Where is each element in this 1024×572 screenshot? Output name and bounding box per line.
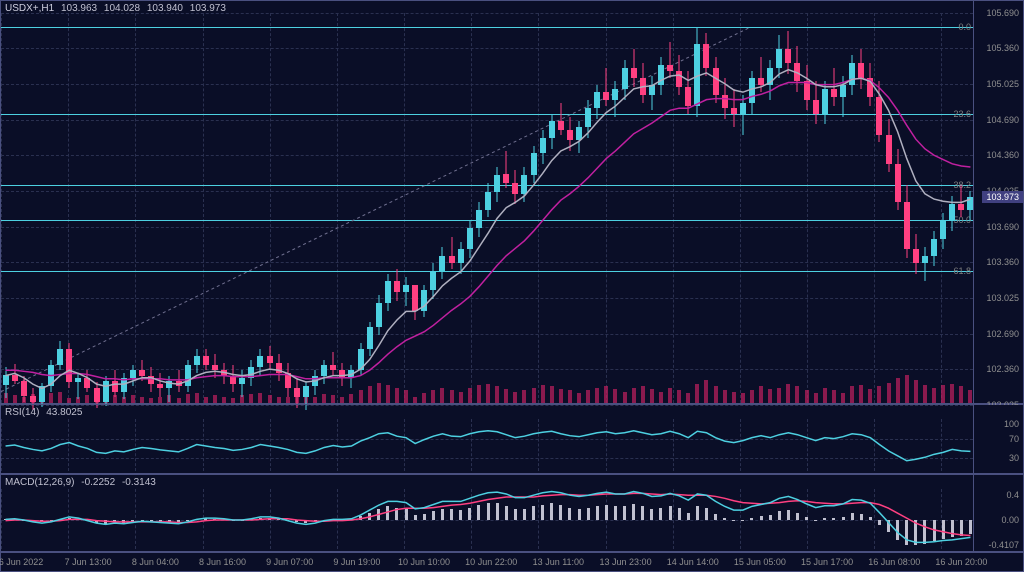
- title-bar: USDX+,H1 103.963 104.028 103.940 103.973: [5, 3, 226, 14]
- ohlc-high: 104.028: [104, 3, 140, 14]
- rsi-panel[interactable]: RSI(14) 43.8025 3070100: [0, 404, 1024, 474]
- main-price-panel[interactable]: USDX+,H1 103.963 104.028 103.940 103.973…: [0, 0, 1024, 404]
- macd-chart-area[interactable]: [1, 489, 973, 549]
- chart-container: USDX+,H1 103.963 104.028 103.940 103.973…: [0, 0, 1024, 572]
- ohlc-low: 103.940: [147, 3, 183, 14]
- macd-yaxis: -0.41070.000.4: [973, 475, 1023, 551]
- rsi-title: RSI(14) 43.8025: [5, 407, 82, 418]
- ohlc-close: 103.973: [190, 3, 226, 14]
- time-axis: 6 Jun 20227 Jun 13:008 Jun 04:008 Jun 16…: [0, 552, 1024, 572]
- ohlc-open: 103.963: [61, 3, 97, 14]
- price-yaxis: 102.025102.360102.690103.025103.360103.6…: [973, 1, 1023, 403]
- price-chart-area[interactable]: 0.023.638.250.061.8: [1, 13, 973, 403]
- macd-title: MACD(12,26,9) -0.2252 -0.3143: [5, 477, 156, 488]
- rsi-chart-area[interactable]: [1, 419, 973, 471]
- rsi-yaxis: 3070100: [973, 405, 1023, 473]
- macd-panel[interactable]: MACD(12,26,9) -0.2252 -0.3143 -0.41070.0…: [0, 474, 1024, 552]
- symbol-label: USDX+,H1: [5, 3, 54, 14]
